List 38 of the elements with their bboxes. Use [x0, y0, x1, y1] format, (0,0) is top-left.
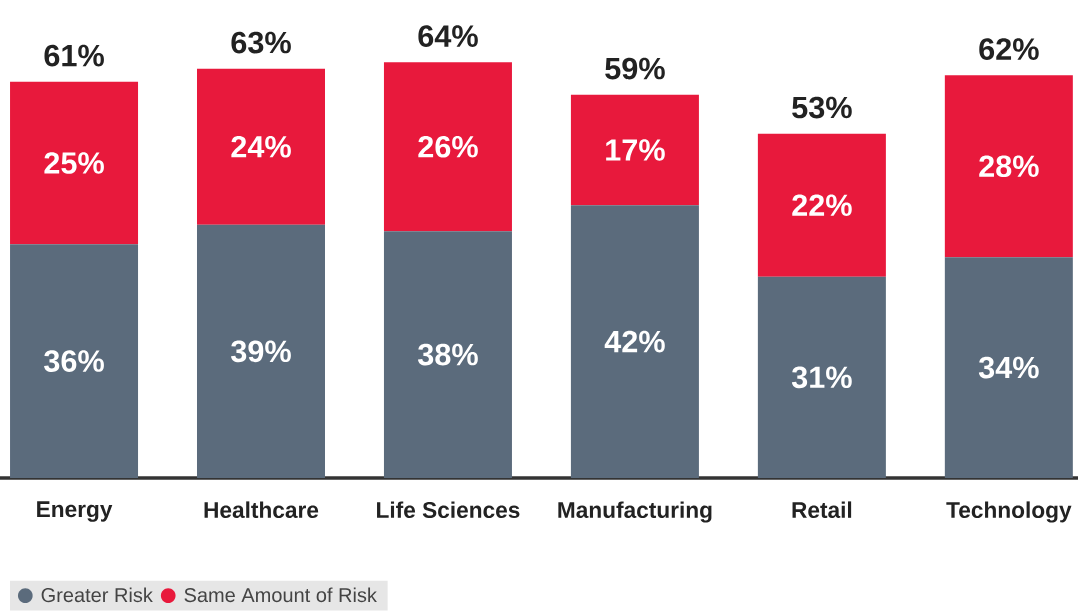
bar [197, 68, 325, 225]
legend-label: Greater Risk [41, 587, 153, 603]
total-label: 64% [418, 25, 478, 47]
total-label: 63% [231, 31, 291, 54]
data-label: 42% [604, 330, 665, 353]
bar [383, 62, 512, 232]
total-label: 62% [979, 38, 1039, 60]
data-label: 39% [231, 340, 291, 363]
data-label: 28% [979, 155, 1039, 178]
data-label: 31% [791, 366, 852, 389]
bar [10, 244, 139, 478]
data-label: 26% [418, 135, 478, 158]
x-tick-label: Manufacturing [558, 501, 712, 523]
data-label: 25% [44, 152, 104, 174]
x-tick-label: Healthcare [204, 501, 319, 519]
data-label: 34% [978, 356, 1039, 379]
x-tick-label: Retail [792, 501, 852, 519]
bar [944, 257, 1073, 478]
data-label: 24% [231, 135, 291, 158]
x-tick-label: Technology [946, 501, 1072, 523]
bar [757, 133, 886, 277]
data-label: 17% [606, 139, 665, 161]
bar [197, 224, 325, 478]
data-label: 36% [44, 350, 104, 372]
legend-label: Same Amount of Risk [184, 587, 377, 603]
total-label: 53% [792, 96, 852, 119]
data-label: 38% [417, 343, 478, 366]
bar [383, 231, 512, 478]
data-label: 22% [792, 194, 852, 217]
total-label: 59% [605, 57, 665, 80]
x-tick-label: Energy [37, 501, 113, 522]
x-tick-label: Life Sciences [377, 501, 520, 519]
bar [944, 75, 1073, 258]
total-label: 61% [44, 44, 104, 67]
bar [570, 205, 699, 478]
bar [757, 276, 886, 478]
bar [10, 81, 139, 245]
bar [570, 94, 699, 206]
